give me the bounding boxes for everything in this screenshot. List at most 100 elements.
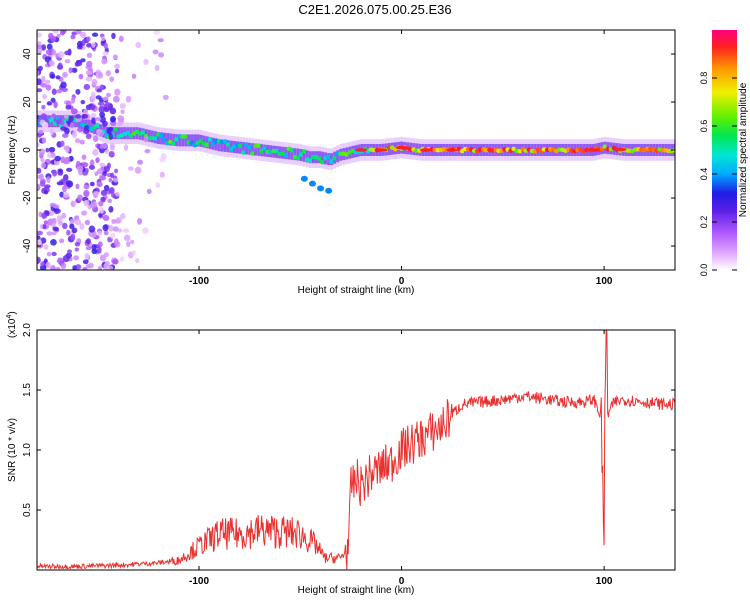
heatmap-cell bbox=[274, 148, 280, 154]
heatmap-noise-cell bbox=[86, 238, 91, 245]
heatmap-cell bbox=[113, 126, 119, 132]
heatmap-noise-cell bbox=[65, 148, 70, 153]
heatmap-noise-cell bbox=[61, 87, 68, 92]
heatmap-noise-cell bbox=[103, 252, 109, 258]
heatmap-noise-cell bbox=[126, 241, 131, 247]
heatmap-noise-cell bbox=[57, 220, 64, 226]
heatmap-noise-cell bbox=[114, 68, 120, 74]
heatmap-noise-cell bbox=[127, 166, 134, 171]
heatmap-cell bbox=[158, 133, 165, 138]
heatmap-noise-cell bbox=[53, 101, 58, 109]
heatmap-cell bbox=[162, 137, 168, 142]
heatmap-noise-cell bbox=[40, 113, 48, 121]
heatmap-noise-cell bbox=[105, 70, 111, 77]
heatmap-noise-cell bbox=[105, 92, 111, 98]
heatmap-cell bbox=[319, 160, 326, 165]
heatmap-noise-cell bbox=[57, 257, 64, 265]
heatmap-noise-cell bbox=[43, 244, 49, 250]
heatmap-peak-cell bbox=[375, 148, 388, 152]
heatmap-noise-cell bbox=[75, 30, 82, 35]
heatmap-cell bbox=[210, 141, 216, 147]
heatmap-noise-cell bbox=[135, 258, 140, 264]
heatmap-noise-cell bbox=[42, 224, 47, 230]
heatmap-noise-cell bbox=[137, 159, 144, 165]
heatmap-noise-cell bbox=[40, 82, 48, 88]
heatmap-noise-cell bbox=[103, 165, 110, 173]
heatmap-noise-cell bbox=[99, 111, 106, 118]
heatmap-cell bbox=[240, 150, 247, 155]
heatmap-noise-cell bbox=[69, 122, 75, 129]
heatmap-noise-cell bbox=[85, 133, 92, 140]
heatmap-noise-cell bbox=[120, 109, 125, 114]
heatmap-cell bbox=[152, 136, 159, 141]
heatmap-noise-cell bbox=[112, 226, 119, 232]
heatmap-noise-cell bbox=[109, 143, 115, 151]
heatmap-noise-cell bbox=[75, 60, 83, 67]
heatmap-noise-cell bbox=[83, 189, 90, 198]
heatmap-noise-cell bbox=[56, 88, 63, 94]
heatmap-noise-cell bbox=[60, 262, 67, 270]
heatmap-noise-cell bbox=[44, 184, 51, 189]
heatmap-cell bbox=[307, 158, 314, 163]
heatmap-noise-cell bbox=[37, 230, 43, 236]
heatmap-noise-cell bbox=[52, 169, 58, 177]
heatmap-noise-cell bbox=[99, 84, 104, 91]
spectrogram-x-label: Height of straight line (km) bbox=[298, 285, 415, 296]
heatmap-noise-cell bbox=[51, 265, 56, 270]
heatmap-noise-cell bbox=[102, 143, 108, 149]
heatmap-noise-cell bbox=[46, 101, 52, 106]
heatmap-noise-cell bbox=[118, 35, 124, 42]
heatmap-noise-cell bbox=[112, 54, 118, 60]
heatmap-noise-cell bbox=[116, 121, 122, 127]
heatmap-noise-cell bbox=[142, 227, 149, 234]
heatmap-noise-cell bbox=[161, 153, 167, 160]
heatmap-noise-cell bbox=[103, 42, 108, 49]
heatmap-noise-cell bbox=[41, 212, 48, 219]
snr-series-line bbox=[37, 330, 675, 570]
heatmap-noise-cell bbox=[85, 76, 93, 82]
heatmap-cell bbox=[301, 149, 307, 154]
heatmap-noise-cell bbox=[41, 137, 47, 144]
heatmap-noise-cell bbox=[82, 267, 88, 270]
heatmap-noise-cell bbox=[144, 148, 151, 154]
heatmap-noise-cell bbox=[155, 182, 161, 189]
heatmap-noise-cell bbox=[123, 234, 131, 242]
heatmap-noise-cell bbox=[63, 192, 70, 199]
heatmap-noise-cell bbox=[98, 200, 104, 207]
heatmap-noise-cell bbox=[81, 114, 89, 119]
heatmap-cell bbox=[247, 144, 253, 150]
heatmap-cell bbox=[183, 134, 189, 139]
heatmap-noise-cell bbox=[83, 124, 89, 131]
colorbar-tick-label: 0.6 bbox=[699, 120, 709, 133]
heatmap-cell bbox=[256, 143, 262, 148]
heatmap-noise-cell bbox=[39, 181, 46, 187]
heatmap-noise-cell bbox=[102, 96, 109, 101]
heatmap-noise-cell bbox=[158, 52, 165, 58]
heatmap-cell bbox=[125, 130, 131, 136]
heatmap-noise-cell bbox=[46, 231, 53, 236]
heatmap-noise-cell bbox=[50, 74, 56, 79]
heatmap-noise-cell bbox=[76, 160, 81, 167]
heatmap-noise-cell bbox=[108, 205, 114, 213]
heatmap-noise-cell bbox=[127, 251, 134, 258]
heatmap-noise-cell bbox=[117, 115, 125, 123]
heatmap-noise-cell bbox=[95, 116, 102, 122]
heatmap-noise-cell bbox=[55, 119, 62, 125]
heatmap-noise-cell bbox=[60, 126, 67, 131]
heatmap-noise-cell bbox=[137, 217, 143, 225]
heatmap-noise-cell bbox=[80, 100, 86, 105]
heatmap-noise-cell bbox=[97, 71, 104, 79]
spectrogram-panel: -100 0 100 -40 -20 0 20 40 Height of straight l… bbox=[7, 29, 676, 296]
heatmap-noise-cell bbox=[114, 88, 121, 96]
heatmap-noise-cell bbox=[37, 78, 42, 86]
y-tick-label: -40 bbox=[22, 238, 33, 253]
heatmap-noise-cell bbox=[86, 52, 93, 59]
heatmap-noise-cell bbox=[109, 172, 115, 179]
heatmap-peak-cell bbox=[355, 148, 368, 152]
heatmap-noise-cell bbox=[45, 147, 50, 153]
colorbar-ticks: 0.0 0.2 0.4 0.6 0.8 bbox=[699, 72, 737, 276]
heatmap-noise-cell bbox=[37, 258, 40, 265]
heatmap-cell bbox=[49, 117, 55, 123]
heatmap-noise-cell bbox=[102, 224, 109, 232]
heatmap-peak-cell bbox=[419, 148, 432, 152]
